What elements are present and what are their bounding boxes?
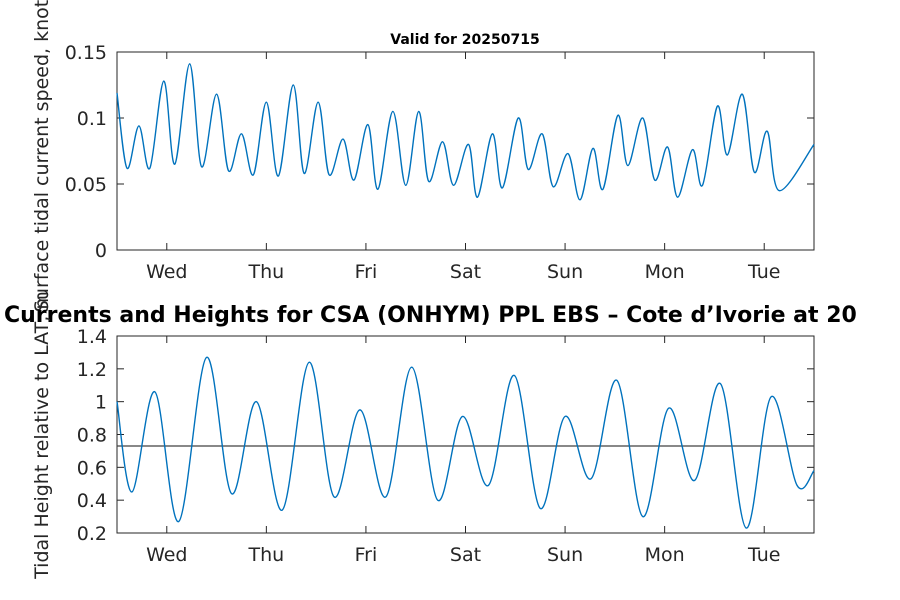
tidal-height-chart-title: Currents and Heights for CSA (ONHYM) PPL… [4,303,857,328]
current-speed-y-tick-label: 0.05 [65,174,107,196]
tidal-height-x-tick-label: Mon [645,544,685,566]
current-speed-chart: Valid for 20250715 Surface tidal current… [31,0,815,312]
tidal-height-y-tick-label: 0.2 [77,523,107,545]
tidal-height-y-tick-label: 1.2 [77,359,107,381]
tidal-height-tick-marks [117,335,814,534]
current-speed-tick-labels: Wed Thu Fri Sat Sun Mon Tue 0 0.05 0.1 0.15 [65,42,781,283]
tidal-height-chart: Currents and Heights for CSA (ONHYM) PPL… [4,291,857,580]
current-speed-tick-marks [117,51,814,251]
tidal-height-y-tick-label: 0.8 [77,425,107,447]
current-speed-x-tick-label: Mon [645,261,685,283]
tidal-height-plot-area [116,335,815,534]
tidal-height-x-tick-label: Fri [355,544,378,566]
tidal-height-y-axis-label: Tidal Height relative to LAT, m [31,291,53,580]
tidal-height-y-tick-label: 0.6 [77,457,107,479]
current-speed-y-tick-label: 0.15 [65,42,107,64]
current-speed-y-tick-label: 0.1 [77,108,107,130]
current-speed-x-tick-label: Wed [146,261,187,283]
tidal-height-x-tick-label: Thu [248,544,285,566]
tidal-height-x-tick-label: Tue [747,544,780,566]
current-speed-y-axis-label: Surface tidal current speed, knots [31,0,53,312]
current-speed-x-tick-label: Thu [248,261,285,283]
tidal-height-x-tick-label: Sun [547,544,583,566]
current-speed-series-line [116,63,815,201]
tidal-height-y-tick-label: 1 [95,392,107,414]
tidal-height-tick-labels: Wed Thu Fri Sat Sun Mon Tue 0.2 0.4 0.6 0.8 1 1.2 1.4 [77,326,781,566]
tidal-height-series [116,356,815,529]
current-speed-x-tick-label: Fri [355,261,378,283]
current-speed-x-tick-label: Tue [747,261,780,283]
current-speed-y-tick-label: 0 [95,240,107,262]
tidal-height-y-tick-label: 0.4 [77,490,107,512]
tidal-height-series-line [116,356,815,529]
current-speed-series [116,63,815,201]
current-speed-chart-title: Valid for 20250715 [390,32,539,48]
current-speed-x-tick-label: Sun [547,261,583,283]
tidal-height-y-tick-label: 1.4 [77,326,107,348]
current-speed-plot-area [116,51,815,251]
tidal-height-x-tick-label: Wed [146,544,187,566]
current-speed-x-tick-label: Sat [450,261,481,283]
tidal-height-x-tick-label: Sat [450,544,481,566]
